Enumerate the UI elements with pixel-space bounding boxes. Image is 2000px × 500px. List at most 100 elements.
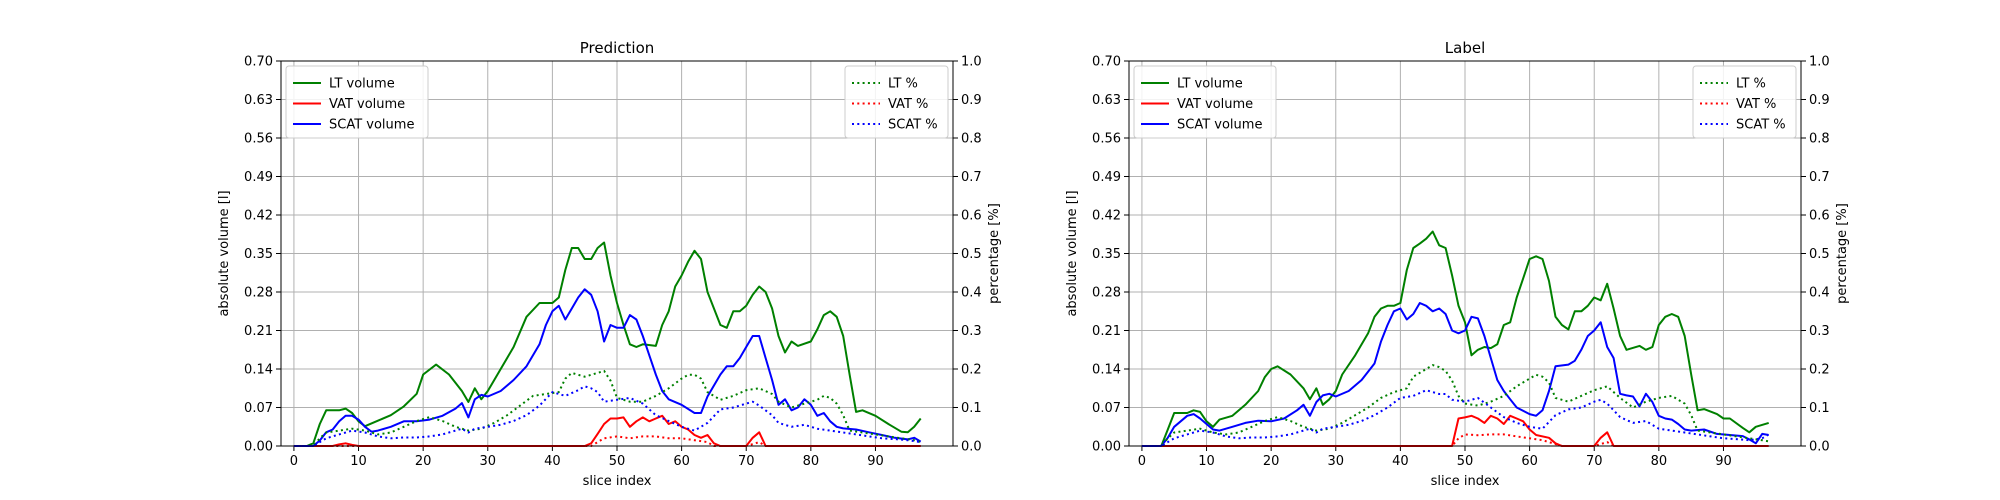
chart-title: Prediction: [580, 39, 655, 57]
chart-panel-2: 0 10 20 30 40 50 60 70 80 90 0.00 0.07 0.14 0.21 0.28 0…: [1065, 39, 1850, 489]
series-line-vat-pct: [293, 435, 921, 447]
legend-label: LT %: [1736, 77, 1766, 92]
legend-legend-left: LT volume VAT volume SCAT volume: [285, 65, 429, 139]
series-line-vat-volume: [293, 414, 921, 447]
y-tick-label: 0.21: [244, 324, 273, 339]
legend-legend-left: LT volume VAT volume SCAT volume: [1133, 65, 1277, 139]
y2-axis-label: percentage [%]: [1835, 203, 1850, 304]
x-axis-label: slice index: [583, 474, 652, 489]
y2-tick-label: 0.7: [1809, 170, 1830, 185]
legend-label: VAT %: [888, 97, 928, 112]
y2-tick-label: 0.0: [1809, 440, 1830, 455]
y-tick-label: 0.28: [244, 286, 273, 301]
legend-box: [1133, 65, 1277, 139]
y-tick-label: 0.70: [1092, 55, 1121, 70]
y2-tick-label: 0.9: [1809, 93, 1830, 108]
x-tick-label: 50: [1457, 454, 1474, 469]
x-tick-label: 20: [415, 454, 432, 469]
y2-tick-label: 0.5: [961, 247, 982, 262]
y-tick-label: 0.63: [1092, 93, 1121, 108]
y2-axis-label: percentage [%]: [987, 203, 1002, 304]
y-tick-label: 0.42: [1092, 209, 1121, 224]
y2-tick-label: 1.0: [1809, 55, 1830, 70]
series-line-lt-pct: [293, 369, 921, 447]
y2-tick-label: 0.3: [961, 324, 982, 339]
y-tick-label: 0.07: [244, 401, 273, 416]
chart-title: Label: [1445, 39, 1485, 57]
y2-tick-label: 0.7: [961, 170, 982, 185]
y-tick-label: 0.42: [244, 209, 273, 224]
y2-tick-label: 0.6: [1809, 209, 1830, 224]
y2-tick-label: 0.4: [961, 286, 982, 301]
legend-legend-right: LT % VAT % SCAT %: [844, 65, 949, 139]
y2-tick-label: 0.1: [1809, 401, 1830, 416]
series-line-vat-pct: [1141, 433, 1769, 447]
chart-panel-1: 0 10 20 30 40 50 60 70 80 90 0.00 0.07 0.14 0.21 0.28 0…: [217, 39, 1002, 489]
y-tick-label: 0.21: [1092, 324, 1121, 339]
y-tick-label: 0.49: [1092, 170, 1121, 185]
x-tick-label: 20: [1263, 454, 1280, 469]
y-tick-label: 0.56: [244, 132, 273, 147]
y-tick-label: 0.00: [244, 440, 273, 455]
legend-box: [1692, 65, 1797, 139]
y-axis-label: absolute volume [l]: [217, 190, 232, 316]
x-tick-label: 0: [1138, 454, 1146, 469]
y-tick-label: 0.14: [1092, 363, 1121, 378]
y2-tick-label: 0.2: [1809, 363, 1830, 378]
y-tick-label: 0.56: [1092, 132, 1121, 147]
legend-legend-right: LT % VAT % SCAT %: [1692, 65, 1797, 139]
x-tick-label: 60: [673, 454, 690, 469]
y-tick-label: 0.28: [1092, 286, 1121, 301]
legend-box: [844, 65, 949, 139]
series-line-scat-pct: [1141, 389, 1770, 447]
x-tick-label: 30: [479, 454, 496, 469]
y-tick-label: 0.07: [1092, 401, 1121, 416]
legend-box: [285, 65, 429, 139]
legend-label: VAT volume: [1177, 97, 1253, 112]
plot-frame: [1128, 60, 1802, 447]
x-tick-label: 10: [1198, 454, 1215, 469]
y-tick-label: 0.63: [244, 93, 273, 108]
x-tick-label: 40: [1392, 454, 1409, 469]
series-line-lt-pct: [1141, 364, 1769, 447]
x-axis-label: slice index: [1431, 474, 1500, 489]
y-axis-label: absolute volume [l]: [1065, 190, 1080, 316]
x-tick-label: 90: [1715, 454, 1732, 469]
y2-tick-label: 0.1: [961, 401, 982, 416]
x-tick-label: 10: [350, 454, 367, 469]
y2-tick-label: 0.8: [961, 132, 982, 147]
y2-tick-label: 0.6: [961, 209, 982, 224]
series-line-vat-volume: [1141, 414, 1769, 447]
y-tick-label: 0.70: [244, 55, 273, 70]
y-tick-label: 0.14: [244, 363, 273, 378]
legend-label: VAT volume: [329, 97, 405, 112]
plot-frame: [280, 60, 954, 447]
y2-tick-label: 0.4: [1809, 286, 1830, 301]
x-tick-label: 80: [1651, 454, 1668, 469]
x-tick-label: 0: [290, 454, 298, 469]
y2-tick-label: 0.9: [961, 93, 982, 108]
legend-label: SCAT volume: [329, 118, 414, 133]
legend-label: SCAT volume: [1177, 118, 1262, 133]
legend-label: LT volume: [1177, 77, 1243, 92]
y-tick-label: 0.35: [1092, 247, 1121, 262]
y2-tick-label: 0.3: [1809, 324, 1830, 339]
legend-label: LT volume: [329, 77, 395, 92]
x-tick-label: 30: [1327, 454, 1344, 469]
legend-label: VAT %: [1736, 97, 1776, 112]
x-tick-label: 70: [1586, 454, 1603, 469]
y-tick-label: 0.00: [1092, 440, 1121, 455]
series-line-scat-volume: [293, 288, 922, 447]
x-tick-label: 60: [1521, 454, 1538, 469]
x-tick-label: 40: [544, 454, 561, 469]
series-line-lt-volume: [1141, 230, 1769, 447]
x-tick-label: 80: [803, 454, 820, 469]
x-tick-label: 70: [738, 454, 755, 469]
legend-label: SCAT %: [1736, 118, 1786, 133]
y-tick-label: 0.49: [244, 170, 273, 185]
series-line-lt-volume: [293, 241, 922, 447]
x-tick-label: 50: [609, 454, 626, 469]
y-tick-label: 0.35: [244, 247, 273, 262]
y2-tick-label: 0.2: [961, 363, 982, 378]
